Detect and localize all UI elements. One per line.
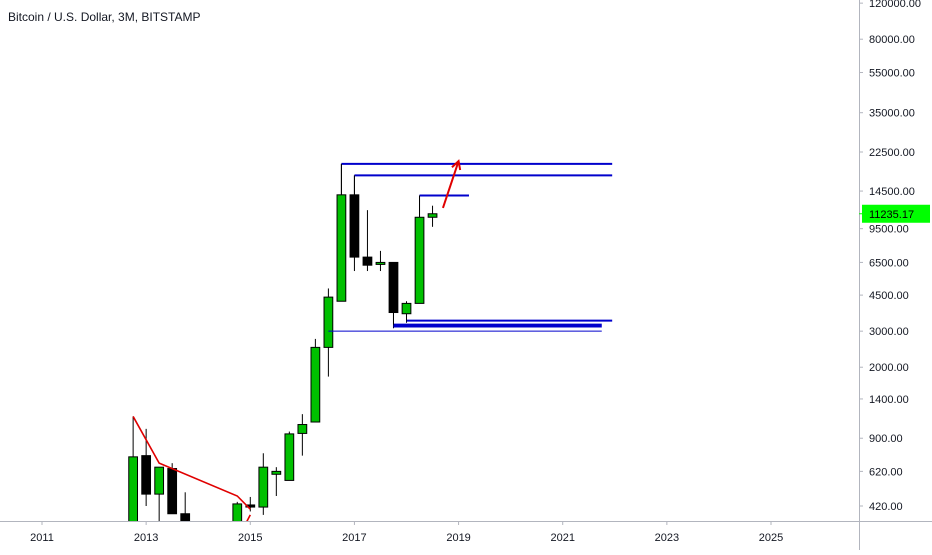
candle-body — [232, 503, 243, 521]
candle-body — [401, 302, 412, 315]
candle — [362, 210, 373, 272]
candle — [128, 416, 138, 521]
y-tick-label: 900.00 — [869, 433, 903, 445]
x-tick-label: 2013 — [134, 532, 158, 544]
y-tick-label: 2000.00 — [869, 362, 909, 374]
candle — [258, 453, 269, 515]
candle — [323, 288, 334, 377]
candle-body — [271, 470, 282, 475]
y-tick-label: 55000.00 — [869, 68, 915, 80]
candle-body — [310, 346, 321, 423]
y-tick-label: 14500.00 — [869, 186, 915, 198]
candle — [180, 492, 191, 521]
candle — [427, 205, 438, 227]
candle — [271, 467, 282, 496]
candle — [284, 431, 295, 481]
plot-area — [128, 159, 613, 521]
candle-body — [141, 455, 152, 495]
candle-body — [258, 466, 269, 508]
x-tick-label: 2021 — [550, 532, 574, 544]
candle-body — [167, 468, 178, 515]
x-tick-label: 2019 — [446, 532, 470, 544]
candle — [154, 466, 165, 521]
trend-line — [246, 514, 251, 521]
candle-body — [375, 261, 386, 265]
candle-body — [362, 256, 373, 266]
x-tick-label: 2011 — [30, 532, 54, 544]
candle-body — [128, 456, 138, 521]
y-tick-label: 3000.00 — [869, 326, 909, 338]
candle-body — [388, 261, 399, 314]
x-tick-label: 2023 — [655, 532, 679, 544]
y-tick-label: 420.00 — [869, 501, 903, 513]
y-tick-label: 1400.00 — [869, 394, 909, 406]
y-tick-label: 35000.00 — [869, 108, 915, 120]
candle-body — [414, 216, 425, 304]
candle — [141, 428, 152, 506]
candle — [232, 501, 243, 521]
y-tick-label: 620.00 — [869, 466, 903, 478]
last-price-label: 11235.17 — [869, 209, 914, 221]
candle-body — [427, 213, 438, 218]
y-tick-label: 80000.00 — [869, 34, 915, 46]
y-tick-label: 22500.00 — [869, 147, 915, 159]
candle-body — [154, 466, 165, 495]
candle — [375, 250, 386, 272]
candle-body — [336, 194, 347, 302]
y-tick-label: 4500.00 — [869, 290, 909, 302]
x-tick-label: 2015 — [238, 532, 262, 544]
candle-body — [180, 513, 191, 521]
y-tick-label: 120000.00 — [869, 0, 921, 10]
candle-body — [297, 424, 308, 434]
forecast-arrowhead — [451, 159, 462, 171]
x-tick-label: 2017 — [342, 532, 366, 544]
candle — [310, 338, 321, 423]
chart-title: Bitcoin / U.S. Dollar, 3M, BITSTAMP — [8, 10, 201, 24]
x-tick-label: 2025 — [759, 532, 783, 544]
y-tick-label: 6500.00 — [869, 257, 909, 269]
candle-body — [349, 194, 360, 258]
candle — [245, 496, 256, 512]
candle — [297, 414, 308, 456]
forecast-arrow — [442, 160, 460, 209]
candle-body — [323, 296, 334, 348]
candle-body — [245, 504, 256, 508]
y-tick-label: 9500.00 — [869, 224, 909, 236]
last-price-badge — [862, 204, 930, 223]
candle-body — [284, 433, 295, 481]
trend-line — [132, 416, 251, 510]
